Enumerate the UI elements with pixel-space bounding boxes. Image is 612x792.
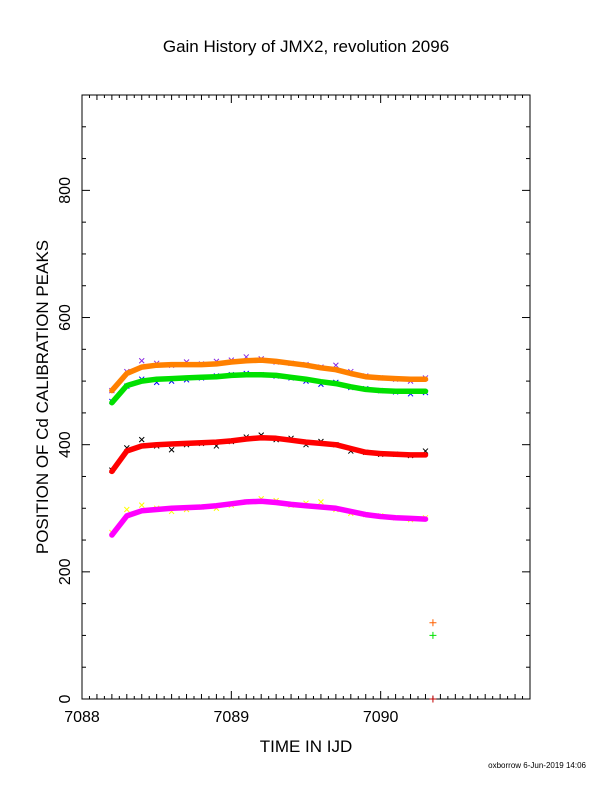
series-8: [429, 619, 437, 627]
series-6: [109, 434, 429, 475]
data-point: [123, 506, 130, 513]
data-point: [429, 695, 437, 703]
series-9: [429, 631, 437, 639]
series-4: [109, 357, 429, 394]
series-5: [109, 371, 429, 406]
series-line: [109, 371, 429, 406]
y-axis-label: POSITION OF Cd CALIBRATION PEAKS: [33, 240, 52, 554]
y-tick-label: 0: [57, 694, 74, 703]
x-axis: 7088 7089 7090: [64, 95, 531, 726]
series-line: [109, 498, 429, 538]
data-point: [138, 436, 145, 443]
plot-frame: [81, 94, 531, 700]
data-point: [429, 631, 437, 639]
chart-title: Gain History of JMX2, revolution 2096: [163, 37, 449, 56]
x-tick-label: 7088: [64, 709, 100, 726]
data-point: [138, 502, 145, 508]
y-tick-label: 400: [57, 431, 74, 458]
x-tick-label: 7089: [214, 709, 250, 726]
series-layer: [109, 354, 437, 703]
data-point: [318, 499, 324, 505]
footer-stamp: oxborrow 6-Jun-2019 14:06: [488, 761, 586, 770]
data-point: [138, 357, 145, 364]
data-point: [168, 446, 175, 453]
y-tick-label: 600: [57, 304, 74, 331]
series-line: [109, 357, 429, 394]
series-10: [429, 695, 437, 703]
data-point: [429, 619, 437, 627]
x-axis-label: TIME IN IJD: [260, 737, 353, 756]
y-tick-label: 200: [57, 558, 74, 585]
series-line: [109, 434, 429, 475]
x-tick-label: 7090: [363, 709, 399, 726]
y-axis: 0 200 400 600 800: [57, 126, 530, 703]
series-7: [109, 498, 429, 538]
y-tick-label: 800: [57, 177, 74, 204]
